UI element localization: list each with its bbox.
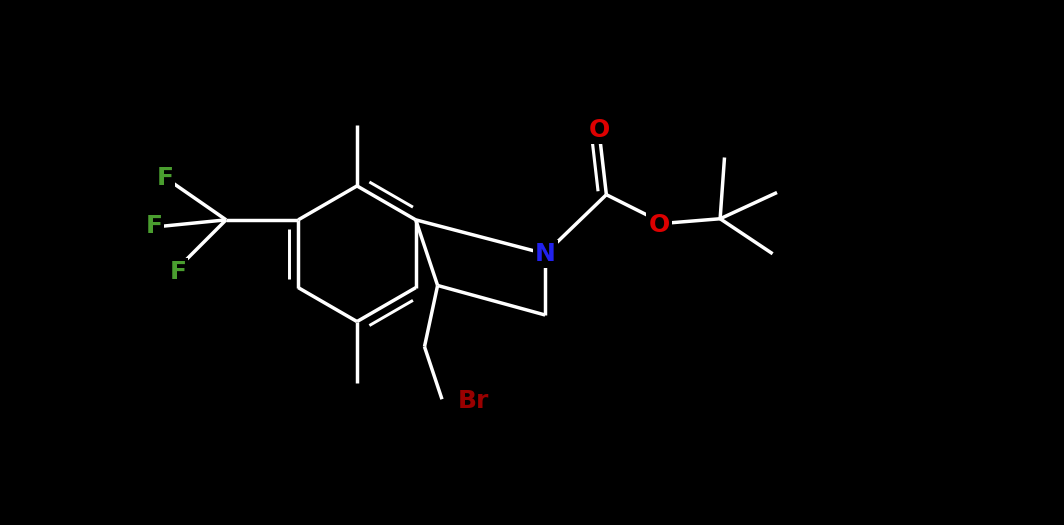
Text: O: O	[589, 118, 611, 142]
Text: O: O	[648, 213, 669, 237]
Text: N: N	[535, 242, 555, 266]
Text: F: F	[146, 214, 163, 238]
Text: Br: Br	[458, 390, 488, 413]
Text: F: F	[156, 166, 173, 190]
Text: F: F	[169, 260, 186, 285]
